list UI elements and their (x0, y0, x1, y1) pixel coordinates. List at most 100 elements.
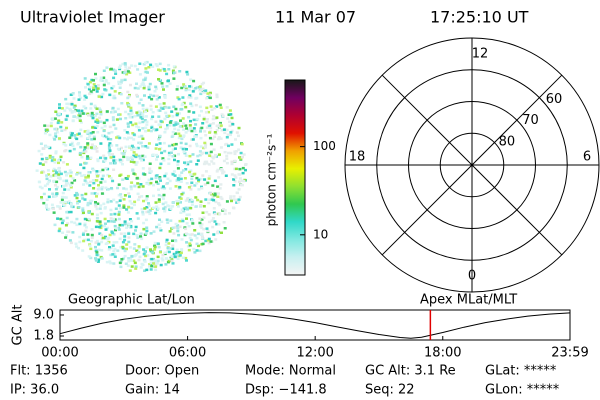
pixel (109, 253, 113, 257)
pixel (127, 240, 131, 244)
pixel (98, 225, 101, 229)
pixel (109, 213, 113, 216)
pixel (185, 233, 189, 236)
pixel (206, 239, 210, 242)
pixel (96, 120, 100, 123)
pixel (136, 114, 140, 117)
pixel (126, 68, 130, 71)
pixel (180, 193, 184, 196)
pixel (180, 171, 184, 174)
pixel (212, 211, 216, 214)
pixel (200, 226, 204, 230)
pixel (85, 182, 89, 185)
pixel (204, 143, 208, 146)
pixel (170, 255, 174, 258)
pixel (182, 101, 186, 105)
pixel (55, 180, 59, 184)
pixel (206, 229, 210, 233)
pixel (230, 129, 234, 133)
pixel (136, 68, 140, 71)
pixel (104, 186, 108, 190)
pixel (184, 142, 188, 146)
pixel (130, 115, 134, 119)
pixel (118, 64, 122, 67)
pixel (189, 206, 193, 210)
pixel (114, 127, 118, 130)
pixel (82, 105, 86, 108)
pixel (117, 66, 121, 69)
pixel (98, 170, 102, 173)
pixel (203, 146, 207, 149)
pixel (203, 130, 207, 133)
pixel (184, 154, 188, 157)
pixel (144, 115, 148, 118)
pixel (130, 111, 134, 115)
pixel (159, 106, 163, 110)
pixel (217, 153, 221, 156)
pixel (144, 67, 148, 70)
pixel (90, 111, 94, 115)
pixel (45, 198, 49, 201)
pixel (182, 210, 186, 214)
pixel (187, 213, 191, 216)
pixel (171, 226, 175, 230)
pixel (139, 116, 143, 119)
pixel (99, 204, 103, 207)
pixel (203, 183, 207, 186)
pixel (101, 168, 105, 172)
pixel (83, 224, 87, 227)
pixel (141, 154, 145, 158)
pixel (167, 162, 171, 165)
pixel (89, 107, 93, 110)
pixel (109, 138, 113, 141)
pixel (154, 259, 158, 262)
pixel (84, 96, 88, 99)
pixel (142, 258, 146, 262)
pixel (129, 109, 133, 112)
pixel (139, 141, 143, 145)
pixel (123, 220, 127, 223)
pixel (108, 125, 112, 129)
pixel (102, 83, 106, 87)
pixel (88, 86, 92, 89)
pixel (180, 107, 184, 111)
pixel (142, 199, 145, 203)
pixel (242, 153, 246, 156)
pixel (184, 131, 188, 134)
pixel (35, 169, 39, 172)
pixel (156, 207, 160, 210)
pixel (216, 192, 220, 195)
pixel (55, 131, 59, 134)
pixel (81, 207, 85, 210)
pixel (195, 144, 199, 148)
pixel (69, 93, 73, 96)
pixel (223, 150, 227, 154)
pixel (92, 86, 96, 89)
pixel (244, 168, 247, 172)
pixel (119, 193, 123, 196)
pixel (157, 68, 160, 71)
pixel (56, 121, 60, 125)
pixel (132, 172, 136, 175)
pixel (112, 198, 116, 202)
pixel (227, 212, 231, 215)
pixel (64, 184, 68, 187)
pixel (173, 147, 177, 150)
pixel (159, 120, 163, 123)
pixel (94, 203, 98, 207)
pixel (211, 184, 215, 187)
pixel (163, 174, 167, 178)
pixel (145, 197, 149, 200)
pixel (147, 96, 151, 99)
pixel (104, 79, 108, 82)
pixel (194, 134, 198, 137)
pixel (158, 69, 162, 72)
pixel (94, 225, 98, 229)
pixel (56, 113, 60, 116)
pixel (140, 207, 144, 211)
pixel (216, 137, 220, 141)
pixel (240, 142, 244, 146)
pixel (138, 85, 142, 88)
pixel (139, 113, 143, 117)
